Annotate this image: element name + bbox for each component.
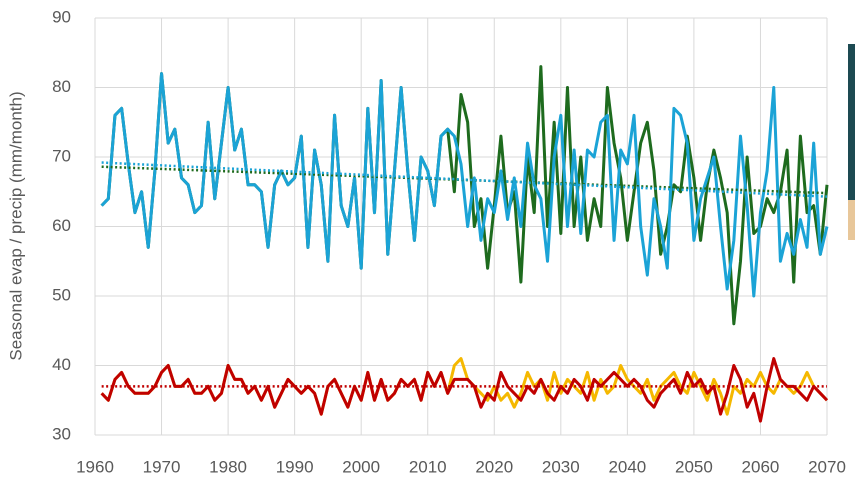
side-image: [848, 44, 855, 240]
y-tick-label: 80: [52, 77, 71, 96]
data-line: [100, 357, 829, 423]
side-image-bottom: [848, 200, 855, 240]
x-tick-label: 1980: [209, 457, 247, 476]
x-tick-label: 2030: [542, 457, 580, 476]
y-tick-label: 60: [52, 216, 71, 235]
y-tick-label: 70: [52, 146, 71, 165]
trend-line: [101, 165, 828, 195]
data-line: [100, 72, 829, 298]
x-tick-label: 2020: [475, 457, 513, 476]
x-tick-label: 2010: [409, 457, 447, 476]
x-tick-label: 1960: [76, 457, 114, 476]
y-tick-label: 30: [52, 424, 71, 443]
x-tick-label: 2070: [808, 457, 846, 476]
x-tick-label: 2050: [675, 457, 713, 476]
x-tick-label: 2040: [608, 457, 646, 476]
x-tick-label: 1990: [276, 457, 314, 476]
y-tick-label: 90: [52, 7, 71, 26]
y-tick-label: 50: [52, 285, 71, 304]
y-axis-label: Seasonal evap / precip (mm/month): [6, 91, 25, 360]
x-tick-label: 2060: [742, 457, 780, 476]
y-tick-label: 40: [52, 355, 71, 374]
x-tick-label: 1970: [143, 457, 181, 476]
x-tick-label: 2000: [342, 457, 380, 476]
